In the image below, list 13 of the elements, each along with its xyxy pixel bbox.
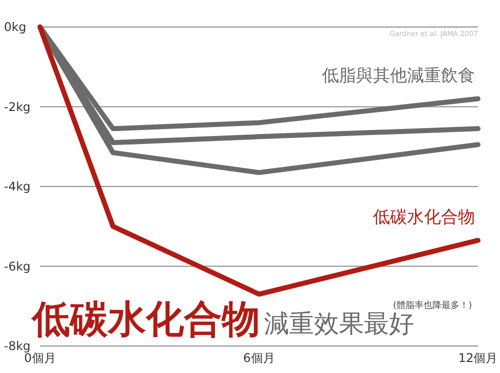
y-tick-label: -8kg: [4, 339, 31, 354]
x-tick-label: 0個月: [24, 351, 56, 365]
y-tick-label: -2kg: [4, 100, 31, 114]
x-tick-label: 12個月: [458, 351, 498, 365]
text: 減重效果最好: [264, 309, 414, 338]
y-tick-label: 0kg: [4, 20, 26, 34]
series-label: 低脂與其他減重飲食: [322, 66, 475, 86]
series-label: 低碳水化合物: [373, 207, 475, 228]
text: 低碳水化合物: [32, 297, 260, 341]
x-tick-label: 6個月: [243, 351, 275, 365]
y-tick-label: -4kg: [4, 180, 31, 194]
y-tick-label: -6kg: [4, 259, 31, 274]
annotation: (體脂率也降最多！): [392, 300, 472, 311]
